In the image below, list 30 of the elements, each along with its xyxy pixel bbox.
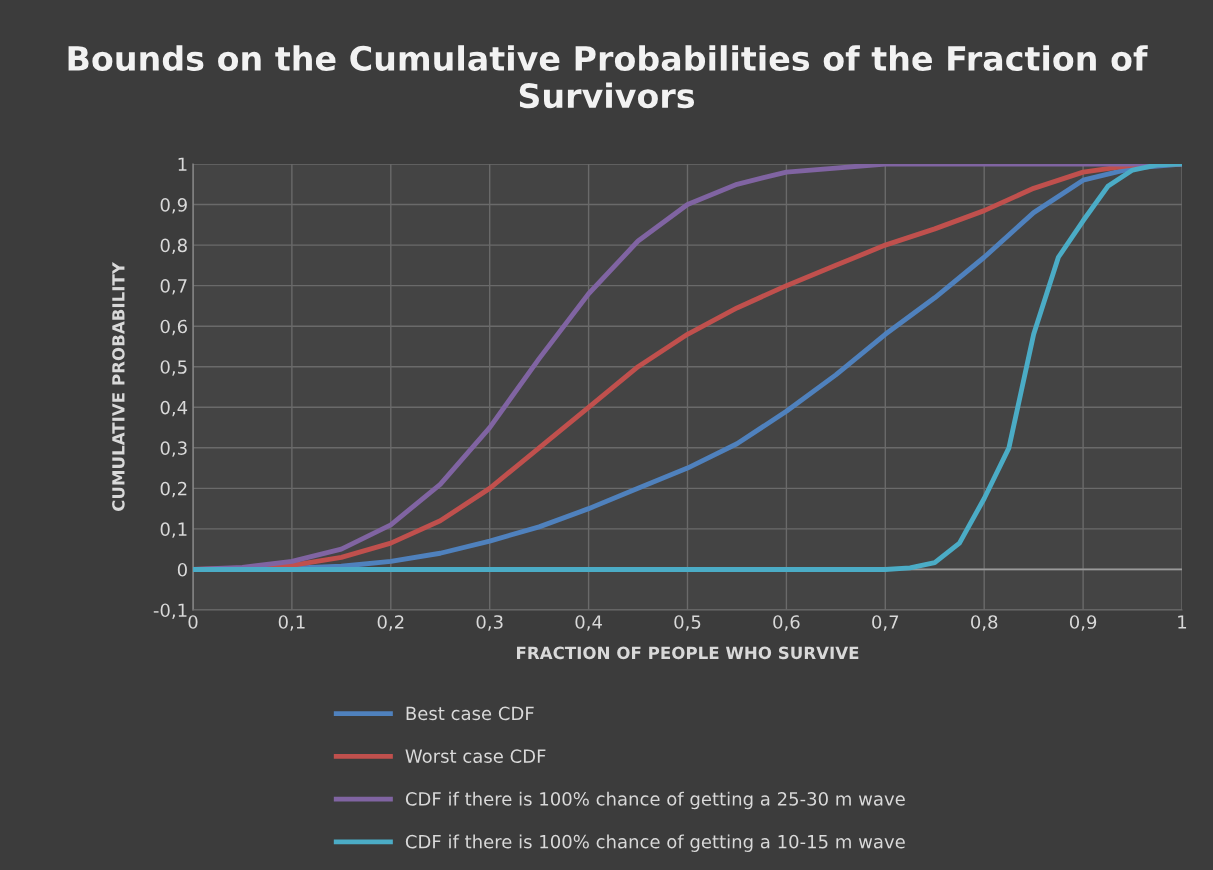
legend-label: Worst case CDF [405,749,546,763]
legend-label: Best case CDF [406,706,534,721]
legend-label: CDF if there is 100% chance of getting a 25-30 m wave [405,791,905,810]
y-tick-label: 0,5 [160,360,187,376]
y-tick-label: 0,9 [160,198,187,214]
x-tick-label: 0,4 [575,615,602,631]
x-tick-label: 0,1 [278,615,305,631]
x-tick-label: 0,3 [476,615,503,631]
y-tick-label: 0,6 [160,319,187,336]
y-tick-label: 0,4 [160,400,188,417]
x-tick-label: 0 [188,615,198,629]
legend-label: CDF if there is 100% chance of getting a 10-15 m wave [405,834,905,852]
y-axis-title: CUMULATIVE PROBABILITY [112,261,125,512]
y-tick-label: 0 [177,562,187,577]
y-tick-label: 0,8 [160,238,187,255]
x-axis-title: FRACTION OF PEOPLE WHO SURVIVE [517,646,859,660]
x-tick-label: 0,8 [971,615,998,631]
x-tick-label: 0,6 [773,615,800,631]
y-tick-label: 0,2 [160,481,187,498]
y-tick-label: -0,1 [153,603,187,619]
y-tick-label: 0,1 [160,522,187,538]
x-tick-label: 0,2 [377,615,404,631]
chart-title: Bounds on the Cumulative Probabilities of the Fraction of Survivors [68,45,1148,109]
y-tick-label: 1 [178,157,187,171]
x-tick-label: 1 [1178,615,1187,629]
x-tick-label: 0,9 [1069,615,1097,631]
y-tick-label: 0,3 [160,441,187,457]
x-tick-label: 0,7 [872,615,899,631]
x-tick-label: 0,5 [674,615,701,631]
y-tick-label: 0,7 [160,279,187,295]
